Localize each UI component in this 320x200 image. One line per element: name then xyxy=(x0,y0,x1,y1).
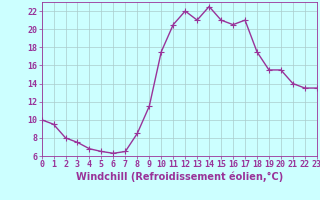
X-axis label: Windchill (Refroidissement éolien,°C): Windchill (Refroidissement éolien,°C) xyxy=(76,172,283,182)
